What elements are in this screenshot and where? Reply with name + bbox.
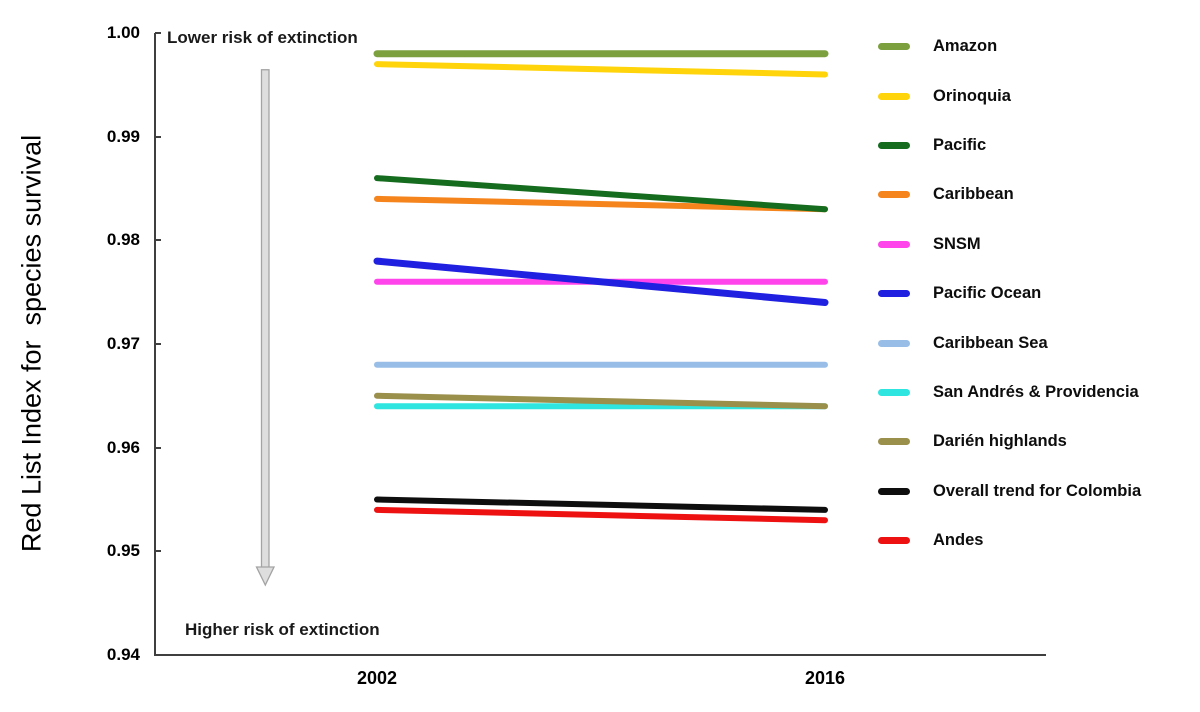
legend-item-caribbean: Caribbean xyxy=(878,170,1141,219)
y-tick-mark xyxy=(155,446,161,449)
y-tick-mark xyxy=(155,550,161,553)
series-line-andes xyxy=(374,506,828,524)
legend-label: Caribbean xyxy=(933,185,1014,204)
annotation-lower-risk: Lower risk of extinction xyxy=(167,28,358,47)
y-axis-title: Red List Index for species survival xyxy=(16,134,47,553)
legend-item-pacific-ocean: Pacific Ocean xyxy=(878,269,1141,318)
y-tick-mark xyxy=(155,239,161,242)
legend-item-snsm: SNSM xyxy=(878,220,1141,269)
legend-label: Caribbean Sea xyxy=(933,333,1048,352)
x-tick-label-2016: 2016 xyxy=(804,668,846,688)
legend-swatch-snsm xyxy=(878,240,910,248)
legend-swatch-orinoquia xyxy=(878,92,910,100)
legend-item-amazon: Amazon xyxy=(878,22,1141,71)
legend: Amazon Orinoquia Pacific Caribbean SNSM Pacif… xyxy=(878,22,1141,565)
y-tick-label: 0.96 xyxy=(106,437,140,457)
legend-label: Orinoquia xyxy=(933,86,1011,105)
y-tick-label: 0.95 xyxy=(106,541,140,561)
legend-label: Darién highlands xyxy=(933,432,1067,451)
legend-label: San Andrés & Providencia xyxy=(933,382,1139,401)
y-tick-label: 1.00 xyxy=(106,23,140,42)
legend-item-san-andr-s-providencia: San Andrés & Providencia xyxy=(878,368,1141,417)
legend-item-caribbean-sea: Caribbean Sea xyxy=(878,318,1141,367)
legend-label: Andes xyxy=(933,531,984,550)
legend-swatch-pacific xyxy=(878,141,910,149)
legend-label: Overall trend for Colombia xyxy=(933,481,1142,500)
legend-swatch-caribbean xyxy=(878,191,910,199)
plot-area xyxy=(373,50,829,524)
y-tick-label: 0.97 xyxy=(106,334,140,353)
y-tick-mark xyxy=(155,32,161,34)
down-arrow-icon xyxy=(255,69,276,587)
y-tick-label: 0.98 xyxy=(106,230,140,250)
y-tick-mark xyxy=(155,135,161,138)
annotation-higher-risk: Higher risk of extinction xyxy=(185,620,380,639)
legend-swatch-dari-n-highlands xyxy=(878,438,910,446)
legend-swatch-amazon xyxy=(878,43,910,51)
series-line-caribbean xyxy=(374,195,828,213)
legend-label: SNSM xyxy=(933,234,981,253)
legend-item-orinoquia: Orinoquia xyxy=(878,71,1141,120)
y-tick-mark xyxy=(155,654,161,656)
legend-swatch-andes xyxy=(878,537,910,545)
series-line-pacific xyxy=(374,175,828,213)
legend-label: Pacific Ocean xyxy=(933,284,1042,303)
legend-swatch-pacific-ocean xyxy=(878,290,910,298)
legend-item-dari-n-highlands: Darién highlands xyxy=(878,417,1141,466)
legend-label: Amazon xyxy=(933,37,998,56)
legend-item-overall-trend-for-colombia: Overall trend for Colombia xyxy=(878,467,1141,516)
x-tick-label-2002: 2002 xyxy=(356,668,398,688)
legend-swatch-overall-trend-for-colombia xyxy=(878,487,910,495)
legend-item-pacific: Pacific xyxy=(878,121,1141,170)
y-tick-mark xyxy=(155,343,161,345)
series-line-orinoquia xyxy=(374,61,828,78)
series-line-pacific-ocean xyxy=(373,257,829,306)
x-axis-line xyxy=(154,654,1046,656)
y-tick-label: 0.99 xyxy=(106,126,140,146)
y-tick-label: 0.94 xyxy=(106,645,140,664)
legend-swatch-caribbean-sea xyxy=(878,339,910,347)
legend-swatch-san-andr-s-providencia xyxy=(878,388,910,396)
legend-label: Pacific xyxy=(933,135,987,154)
legend-item-andes: Andes xyxy=(878,516,1141,565)
series-line-dari-n-highlands xyxy=(374,392,828,410)
series-line-overall-trend-for-colombia xyxy=(374,496,828,513)
